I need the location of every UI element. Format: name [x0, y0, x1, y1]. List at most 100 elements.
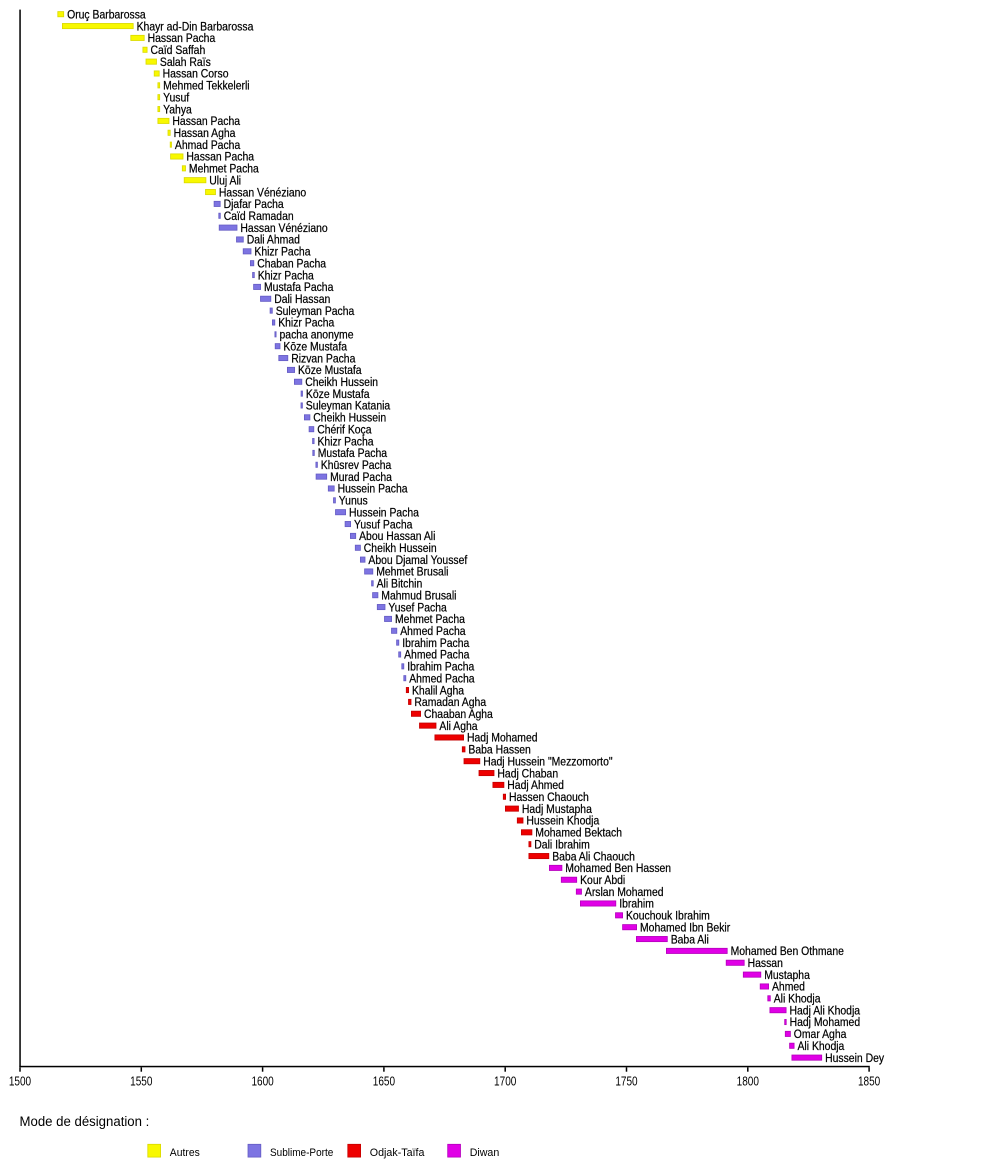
svg-text:Hadj Mohamed: Hadj Mohamed: [467, 732, 538, 745]
svg-text:Mohamed Ben Othmane: Mohamed Ben Othmane: [731, 945, 844, 958]
svg-text:Ahmad Pacha: Ahmad Pacha: [175, 139, 241, 152]
svg-text:Mohamed Ben Hassen: Mohamed Ben Hassen: [565, 862, 671, 875]
svg-text:Hussein Dey: Hussein Dey: [825, 1052, 884, 1065]
svg-text:Hadj Mustapha: Hadj Mustapha: [522, 803, 593, 816]
svg-text:Yahya: Yahya: [163, 104, 192, 117]
svg-text:Mehmet Brusali: Mehmet Brusali: [376, 566, 448, 579]
svg-text:Hussein Khodja: Hussein Khodja: [526, 815, 600, 828]
svg-text:Hassan Agha: Hassan Agha: [174, 127, 237, 140]
svg-text:Mustafa Pacha: Mustafa Pacha: [318, 447, 388, 460]
svg-text:Ali Khodja: Ali Khodja: [798, 1040, 846, 1053]
svg-text:Khayr ad-Din Barbarossa: Khayr ad-Din Barbarossa: [137, 21, 254, 34]
svg-text:Yusef Pacha: Yusef Pacha: [388, 602, 447, 615]
svg-text:Mode de désignation :: Mode de désignation :: [20, 1114, 150, 1129]
svg-text:Ahmed Pacha: Ahmed Pacha: [400, 625, 466, 638]
svg-text:Baba Hassen: Baba Hassen: [468, 744, 530, 757]
svg-text:Kōze Mustafa: Kōze Mustafa: [306, 388, 370, 401]
svg-text:Chaban Pacha: Chaban Pacha: [257, 258, 327, 271]
svg-text:Mehmet Pacha: Mehmet Pacha: [395, 613, 466, 626]
svg-text:Sublime-Porte: Sublime-Porte: [270, 1147, 333, 1159]
svg-text:Hussein Pacha: Hussein Pacha: [338, 483, 409, 496]
svg-text:Dali Ibrahim: Dali Ibrahim: [534, 839, 589, 852]
svg-text:Ali Khodja: Ali Khodja: [774, 993, 822, 1006]
svg-text:Cheikh Hussein: Cheikh Hussein: [305, 376, 378, 389]
svg-text:Hadj Mohamed: Hadj Mohamed: [790, 1017, 861, 1030]
svg-text:Odjak-Taïfa: Odjak-Taïfa: [370, 1147, 425, 1159]
svg-text:Yunus: Yunus: [339, 495, 368, 508]
svg-text:Khalil Agha: Khalil Agha: [412, 685, 465, 698]
svg-text:Hassan Vénéziano: Hassan Vénéziano: [240, 222, 327, 235]
svg-text:Omar Agha: Omar Agha: [794, 1028, 847, 1041]
svg-text:Kōze Mustafa: Kōze Mustafa: [298, 364, 362, 377]
svg-text:Khūsrev Pacha: Khūsrev Pacha: [321, 459, 392, 472]
svg-text:Ali Agha: Ali Agha: [439, 720, 478, 733]
svg-text:Kouchouk Ibrahim: Kouchouk Ibrahim: [626, 910, 710, 923]
svg-text:Yusuf: Yusuf: [163, 92, 190, 105]
svg-text:1650: 1650: [373, 1074, 395, 1088]
svg-text:Hassan Vénéziano: Hassan Vénéziano: [219, 187, 306, 200]
svg-text:1550: 1550: [130, 1074, 152, 1088]
svg-text:Hassan Pacha: Hassan Pacha: [148, 32, 216, 45]
svg-text:Baba Ali Chaouch: Baba Ali Chaouch: [552, 851, 635, 864]
svg-text:1700: 1700: [494, 1074, 516, 1088]
svg-text:Mahmud Brusali: Mahmud Brusali: [381, 590, 456, 603]
svg-text:Khizr Pacha: Khizr Pacha: [318, 436, 375, 449]
svg-text:Ramadan Agha: Ramadan Agha: [414, 696, 486, 709]
svg-text:Kōze Mustafa: Kōze Mustafa: [283, 341, 347, 354]
svg-text:Chérif Koça: Chérif Koça: [317, 424, 372, 437]
svg-text:Autres: Autres: [170, 1147, 200, 1159]
svg-text:Mehmet Pacha: Mehmet Pacha: [189, 163, 260, 176]
svg-text:Khizr Pacha: Khizr Pacha: [254, 246, 311, 259]
svg-text:Baba Ali: Baba Ali: [671, 934, 709, 947]
svg-text:Hassen Chaouch: Hassen Chaouch: [509, 791, 589, 804]
svg-text:Kour Abdi: Kour Abdi: [580, 874, 625, 887]
svg-text:Hadj Ahmed: Hadj Ahmed: [507, 779, 564, 792]
svg-text:Khizr Pacha: Khizr Pacha: [258, 270, 315, 283]
svg-text:Khizr Pacha: Khizr Pacha: [278, 317, 335, 330]
svg-text:Hassan Pacha: Hassan Pacha: [172, 115, 240, 128]
svg-text:1500: 1500: [9, 1074, 31, 1088]
svg-text:Abou Hassan Ali: Abou Hassan Ali: [359, 530, 435, 543]
svg-text:Hassan Pacha: Hassan Pacha: [186, 151, 254, 164]
svg-text:Chaaban Agha: Chaaban Agha: [424, 708, 494, 721]
svg-text:Suleyman Pacha: Suleyman Pacha: [276, 305, 355, 318]
svg-text:Ibrahim Pacha: Ibrahim Pacha: [407, 661, 475, 674]
svg-text:Ahmed Pacha: Ahmed Pacha: [409, 673, 475, 686]
svg-text:Hadj Ali Khodja: Hadj Ali Khodja: [790, 1005, 861, 1018]
svg-text:Mohamed Bektach: Mohamed Bektach: [535, 827, 622, 840]
svg-text:Dali Hassan: Dali Hassan: [274, 293, 330, 306]
svg-text:Oruç Barbarossa: Oruç Barbarossa: [67, 9, 146, 22]
svg-text:Mohamed Ibn Bekir: Mohamed Ibn Bekir: [640, 922, 730, 935]
svg-text:Hassan Corso: Hassan Corso: [163, 68, 229, 81]
svg-text:Mustafa Pacha: Mustafa Pacha: [264, 281, 334, 294]
svg-text:Ibrahim Pacha: Ibrahim Pacha: [402, 637, 470, 650]
svg-text:Dali Ahmad: Dali Ahmad: [247, 234, 300, 247]
svg-text:1750: 1750: [615, 1074, 637, 1088]
svg-text:1800: 1800: [737, 1074, 759, 1088]
svg-text:Hadj Chaban: Hadj Chaban: [497, 768, 558, 781]
svg-text:Cheikh Hussein: Cheikh Hussein: [313, 412, 386, 425]
svg-text:Rizvan Pacha: Rizvan Pacha: [291, 353, 356, 366]
svg-text:Caïd Saffah: Caïd Saffah: [151, 44, 206, 57]
svg-text:Arslan Mohamed: Arslan Mohamed: [585, 886, 664, 899]
svg-text:Ahmed Pacha: Ahmed Pacha: [404, 649, 470, 662]
svg-text:Uluj Ali: Uluj Ali: [209, 175, 241, 188]
svg-text:Diwan: Diwan: [470, 1147, 500, 1159]
svg-text:1600: 1600: [251, 1074, 273, 1088]
svg-text:Salah Raïs: Salah Raïs: [160, 56, 211, 69]
svg-text:Ibrahim: Ibrahim: [619, 898, 654, 911]
svg-text:Yusuf Pacha: Yusuf Pacha: [354, 519, 413, 532]
svg-text:Hassan: Hassan: [748, 957, 783, 970]
svg-text:Ahmed: Ahmed: [772, 981, 805, 994]
svg-text:Cheikh Hussein: Cheikh Hussein: [364, 542, 437, 555]
svg-text:1850: 1850: [858, 1074, 880, 1088]
svg-text:Ali Bitchin: Ali Bitchin: [377, 578, 423, 591]
svg-text:Mustapha: Mustapha: [764, 969, 810, 982]
svg-text:Murad Pacha: Murad Pacha: [330, 471, 393, 484]
svg-text:pacha anonyme: pacha anonyme: [280, 329, 354, 342]
svg-text:Mehmed Tekkelerli: Mehmed Tekkelerli: [163, 80, 250, 93]
svg-text:Caïd Ramadan: Caïd Ramadan: [224, 210, 294, 223]
svg-text:Hussein Pacha: Hussein Pacha: [349, 507, 420, 520]
svg-text:Suleyman Katania: Suleyman Katania: [306, 400, 391, 413]
svg-text:Djafar Pacha: Djafar Pacha: [224, 198, 285, 211]
